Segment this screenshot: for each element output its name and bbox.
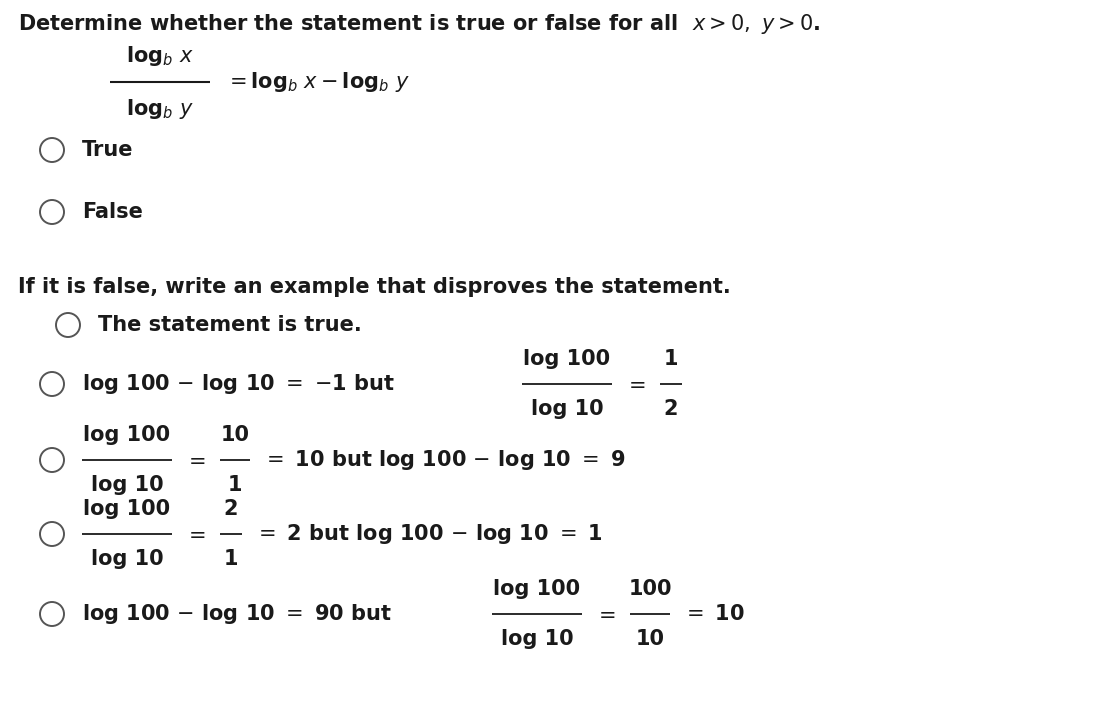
- Text: 1: 1: [664, 349, 678, 369]
- Text: $\mathregular{log}_b\ x$: $\mathregular{log}_b\ x$: [126, 44, 194, 68]
- Text: log 10: log 10: [90, 549, 164, 569]
- Text: 2: 2: [224, 499, 238, 519]
- Text: $\mathregular{log}_b\ y$: $\mathregular{log}_b\ y$: [126, 97, 194, 121]
- Text: log 100: log 100: [524, 349, 610, 369]
- Text: $=$ 2 but log 100 $-$ log 10 $=$ 1: $=$ 2 but log 100 $-$ log 10 $=$ 1: [254, 522, 603, 546]
- Text: log 100 $-$ log 10 $=$ 90 but: log 100 $-$ log 10 $=$ 90 but: [82, 602, 392, 626]
- Text: 1: 1: [224, 549, 238, 569]
- Text: $=$ 10: $=$ 10: [682, 604, 745, 624]
- Text: 2: 2: [664, 399, 678, 419]
- Text: log 100: log 100: [84, 499, 170, 519]
- Text: $=$: $=$: [184, 450, 205, 470]
- Text: 100: 100: [628, 579, 672, 599]
- Text: Determine whether the statement is true or false for all  $x > 0,\ y > 0$.: Determine whether the statement is true …: [18, 12, 820, 36]
- Text: $=$ 10 but log 100 $-$ log 10 $=$ 9: $=$ 10 but log 100 $-$ log 10 $=$ 9: [262, 448, 626, 472]
- Text: log 10: log 10: [90, 475, 164, 495]
- Text: The statement is true.: The statement is true.: [98, 315, 362, 335]
- Text: log 100: log 100: [84, 425, 170, 445]
- Text: $=$: $=$: [184, 524, 205, 544]
- Text: $=$: $=$: [624, 374, 645, 394]
- Text: If it is false, write an example that disproves the statement.: If it is false, write an example that di…: [18, 277, 731, 297]
- Text: True: True: [82, 140, 134, 160]
- Text: 10: 10: [221, 425, 250, 445]
- Text: False: False: [82, 202, 143, 222]
- Text: $= \mathregular{log}_b\ x - \mathregular{log}_b\ y$: $= \mathregular{log}_b\ x - \mathregular…: [225, 70, 410, 94]
- Text: log 100: log 100: [494, 579, 580, 599]
- Text: log 10: log 10: [530, 399, 604, 419]
- Text: log 10: log 10: [500, 629, 574, 649]
- Text: 10: 10: [635, 629, 664, 649]
- Text: $=$: $=$: [594, 604, 615, 624]
- Text: 1: 1: [227, 475, 242, 495]
- Text: log 100 $-$ log 10 $=$ $-$1 but: log 100 $-$ log 10 $=$ $-$1 but: [82, 372, 394, 396]
